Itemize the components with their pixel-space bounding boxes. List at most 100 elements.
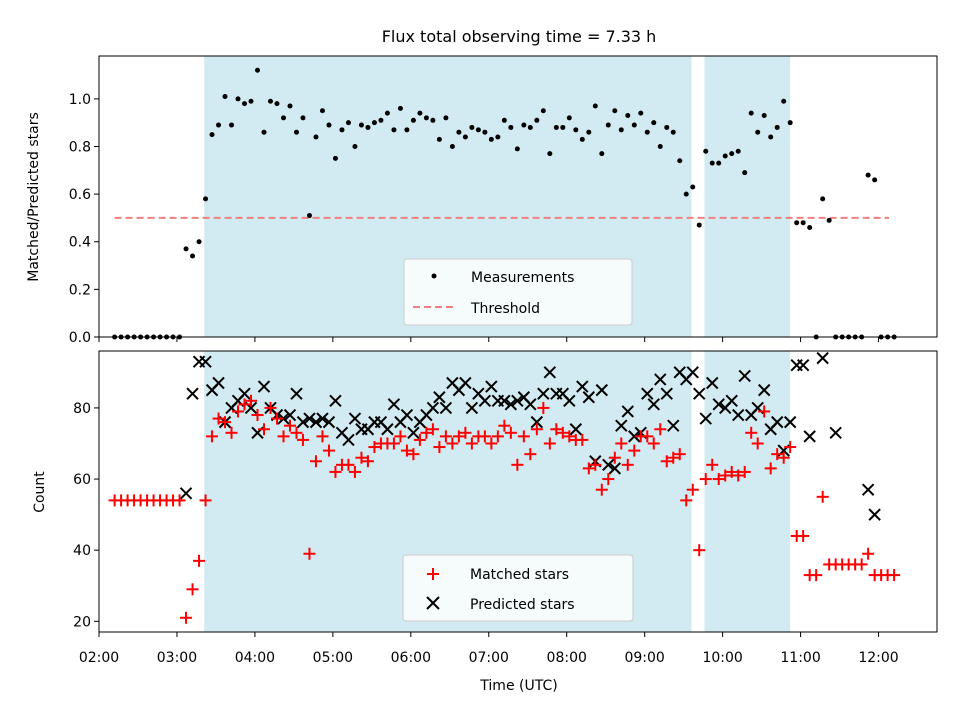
measurement-point — [625, 113, 631, 119]
measurement-point — [670, 129, 676, 135]
measurement-point — [462, 134, 468, 140]
measurement-point — [326, 122, 332, 128]
predicted-star-point — [660, 387, 673, 400]
matched-star-point — [647, 437, 660, 450]
measurement-point — [618, 127, 624, 133]
measurement-point — [794, 220, 800, 226]
predicted-star-point — [868, 508, 881, 521]
measurement-point — [255, 67, 261, 73]
measurement-point — [384, 110, 390, 116]
predicted-star-point — [770, 415, 784, 429]
matched-star-point — [784, 441, 797, 454]
matched-star-point — [797, 529, 810, 542]
matched-star-point — [270, 412, 283, 425]
predicted-star-point — [647, 398, 660, 411]
predicted-star-point — [485, 380, 498, 393]
measurement-point — [735, 148, 741, 154]
matched-star-point — [258, 423, 271, 436]
matched-star-point — [232, 405, 245, 418]
predicted-star-point — [582, 391, 596, 404]
matched-star-point — [810, 569, 823, 582]
matched-star-point — [348, 465, 361, 478]
predicted-star-point — [829, 426, 842, 440]
measurement-point — [436, 136, 442, 142]
matched-star-point — [563, 430, 576, 443]
measurement-points — [112, 67, 897, 340]
predicted-star-point — [465, 401, 479, 415]
measurement-point — [313, 134, 319, 140]
bottom-axes-frame — [98, 350, 938, 633]
measurement-point — [267, 98, 273, 104]
measurement-point — [508, 124, 514, 130]
predicted-star-point — [316, 412, 329, 425]
matched-star-point — [706, 458, 719, 471]
measurement-point — [612, 108, 618, 114]
predicted-star-point — [498, 394, 511, 408]
predicted-star-point — [693, 387, 706, 400]
legend-measurements: Measurements — [471, 270, 574, 286]
matched-star-point — [329, 465, 342, 478]
measurement-point — [664, 124, 670, 130]
predicted-star-point — [641, 387, 654, 400]
matched-star-point — [660, 455, 673, 468]
measurement-point — [787, 120, 793, 126]
measurement-point — [774, 124, 780, 130]
matched-star-point — [199, 494, 212, 507]
measurement-point — [865, 172, 871, 178]
measurement-point — [209, 132, 215, 138]
matched-star-point — [277, 430, 290, 443]
matched-star-point — [771, 448, 784, 461]
matched-star-point — [816, 490, 829, 503]
predicted-star-point — [543, 366, 557, 379]
top-y-ticks: 0.0 0.2 0.4 0.6 0.8 1.0 — [69, 92, 99, 346]
x-tick-label: 08:00 — [547, 650, 587, 666]
matched-star-point — [888, 569, 901, 582]
predicted-star-point — [725, 394, 738, 408]
predicted-star-point — [576, 380, 589, 393]
predicted-star-point — [381, 423, 394, 436]
measurement-point — [190, 253, 196, 259]
x-tick-label: 02:00 — [79, 650, 119, 666]
bottom-y-ticks: 20 40 60 80 — [73, 401, 99, 630]
measurement-point — [391, 127, 397, 133]
top-panel: 0.0 0.2 0.4 0.6 0.8 1.0 Matched/Predicted sta… — [26, 55, 938, 346]
matched-star-point — [504, 426, 517, 439]
matched-star-point — [693, 544, 706, 557]
x-tick-label: 04:00 — [235, 650, 275, 666]
x-tick-label: 07:00 — [469, 650, 509, 666]
predicted-star-point — [199, 355, 212, 368]
predicted-star-point — [387, 398, 401, 411]
measurement-point — [696, 222, 702, 228]
matched-star-point — [368, 441, 381, 454]
y-tick-label: 1.0 — [69, 92, 91, 108]
matched-star-point — [296, 433, 309, 446]
measurement-point — [300, 115, 306, 121]
measurement-point — [547, 151, 553, 157]
matched-star-point — [673, 448, 686, 461]
matched-star-point — [537, 401, 550, 414]
predicted-star-point — [530, 415, 544, 429]
matched-star-point — [543, 437, 556, 450]
measurement-point — [495, 134, 501, 140]
measurement-point — [397, 105, 403, 111]
measurement-point — [469, 124, 475, 130]
predicted-stars-points — [179, 351, 881, 521]
measurement-point — [242, 101, 248, 107]
bottom-legend: Matched stars Predicted stars — [402, 554, 634, 622]
measurement-point — [683, 191, 689, 197]
matched-star-point — [446, 437, 459, 450]
measurement-point — [410, 117, 416, 123]
measurement-point — [781, 98, 787, 104]
matched-star-point — [602, 473, 615, 486]
measurement-point — [404, 127, 410, 133]
measurement-point — [709, 160, 715, 166]
measurement-point — [560, 124, 566, 130]
matched-star-point — [238, 398, 251, 411]
measurement-point — [430, 117, 436, 123]
measurement-point — [657, 143, 663, 149]
measurement-point — [456, 129, 462, 135]
matched-star-point — [654, 423, 667, 436]
measurement-point — [196, 239, 202, 245]
measurement-point — [183, 246, 189, 252]
